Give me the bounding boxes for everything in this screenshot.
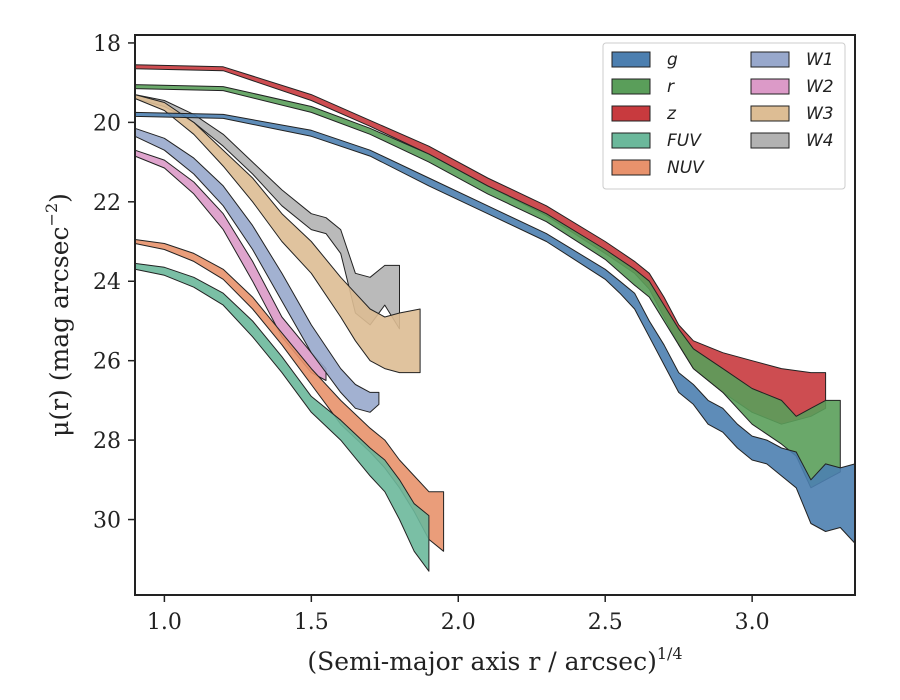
legend-swatch-g bbox=[611, 51, 651, 68]
legend-swatch-r bbox=[611, 78, 651, 95]
legend-swatch-fuv bbox=[611, 132, 651, 149]
x-axis-ticks: 1.0 1.5 2.0 2.5 3.0 bbox=[147, 595, 770, 635]
legend-label-w4: W4 bbox=[806, 131, 834, 151]
series-w3-area bbox=[134, 94, 421, 374]
legend-swatch-nuv bbox=[611, 159, 651, 176]
legend: grz FUV NUV W1 W2 W3 W4 bbox=[602, 42, 846, 190]
legend-swatch-w4 bbox=[750, 132, 790, 149]
legend-label-w1: W1 bbox=[806, 50, 834, 70]
legend-label-z: z bbox=[666, 104, 677, 124]
series-fuv-area bbox=[134, 262, 430, 572]
plot-frame bbox=[134, 34, 856, 596]
y-tick-label: 20 bbox=[93, 111, 121, 136]
legend-swatch-w1 bbox=[750, 51, 790, 68]
legend-swatch-z bbox=[611, 105, 651, 122]
legend-label-r: r bbox=[667, 77, 675, 97]
legend-swatch-w3 bbox=[750, 105, 790, 122]
legend-swatch-w2 bbox=[750, 78, 790, 95]
series-areas bbox=[134, 64, 856, 572]
legend-label-w2: W2 bbox=[806, 77, 834, 97]
x-axis-title-exponent: 1/4 bbox=[657, 644, 683, 663]
legend-label-g: g bbox=[667, 50, 678, 70]
x-axis-title: (Semi-major axis r / arcsec)1/4 bbox=[307, 644, 682, 676]
x-tick-label: 1.0 bbox=[147, 610, 182, 635]
x-tick-label: 2.0 bbox=[441, 610, 476, 635]
y-tick-label: 30 bbox=[93, 509, 121, 534]
y-tick-label: 26 bbox=[93, 350, 121, 375]
y-tick-label: 22 bbox=[93, 191, 121, 216]
y-tick-label: 28 bbox=[93, 429, 121, 454]
legend-entries: grz FUV NUV W1 W2 W3 W4 bbox=[611, 50, 834, 178]
x-tick-label: 1.5 bbox=[294, 610, 329, 635]
series-nuv-area bbox=[134, 239, 445, 552]
y-axis-ticks: 18 20 22 24 26 28 30 bbox=[93, 32, 135, 534]
x-tick-label: 2.5 bbox=[588, 610, 623, 635]
legend-label-w3: W3 bbox=[806, 104, 834, 124]
legend-label-nuv: NUV bbox=[667, 158, 705, 178]
y-axis-title-exponent: −2 bbox=[42, 203, 61, 227]
series-w2-area bbox=[134, 149, 327, 381]
y-tick-label: 24 bbox=[93, 270, 121, 295]
legend-label-fuv: FUV bbox=[667, 131, 702, 151]
y-tick-label: 18 bbox=[93, 32, 121, 57]
series-w1-area bbox=[134, 127, 380, 413]
y-axis-title: μ(r) (mag arcsec−2) bbox=[42, 193, 74, 437]
x-tick-label: 3.0 bbox=[735, 610, 770, 635]
